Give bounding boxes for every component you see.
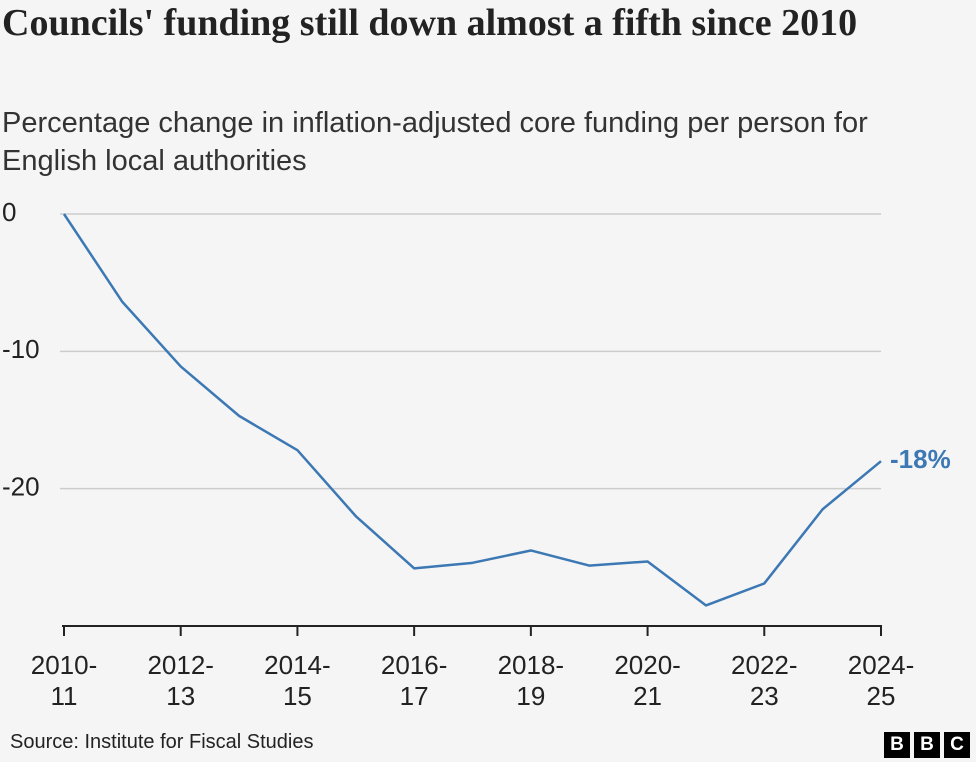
y-tick-label: 0 xyxy=(2,197,16,227)
logo-letter: C xyxy=(944,732,970,758)
value-label: -18% xyxy=(890,444,951,474)
y-tick-label: -20 xyxy=(2,472,40,502)
source: Source: Institute for Fiscal Studies xyxy=(10,731,314,753)
x-tick-label: 2012-13 xyxy=(147,650,214,711)
line xyxy=(62,213,882,607)
logo: B B C xyxy=(884,732,970,758)
x-tick-label: 2014-15 xyxy=(264,650,331,711)
chart-title: Councils' funding still down almost a fi… xyxy=(2,2,858,44)
logo-letter: B xyxy=(914,732,940,758)
x-tick-label: 2020-21 xyxy=(614,650,681,711)
x-tick-label: 2024-25 xyxy=(847,650,915,711)
x-tick-label: 2010-11 xyxy=(30,650,98,711)
x-tick-label: 2022-23 xyxy=(731,650,798,711)
logo-letter: B xyxy=(884,732,910,758)
x-tick-label: 2016-17 xyxy=(380,650,448,711)
y-tick-label: -10 xyxy=(2,334,40,364)
x-tick-label: 2018-19 xyxy=(497,650,565,711)
chart-subtitle: Percentage change in inflation-adjusted … xyxy=(2,107,868,177)
